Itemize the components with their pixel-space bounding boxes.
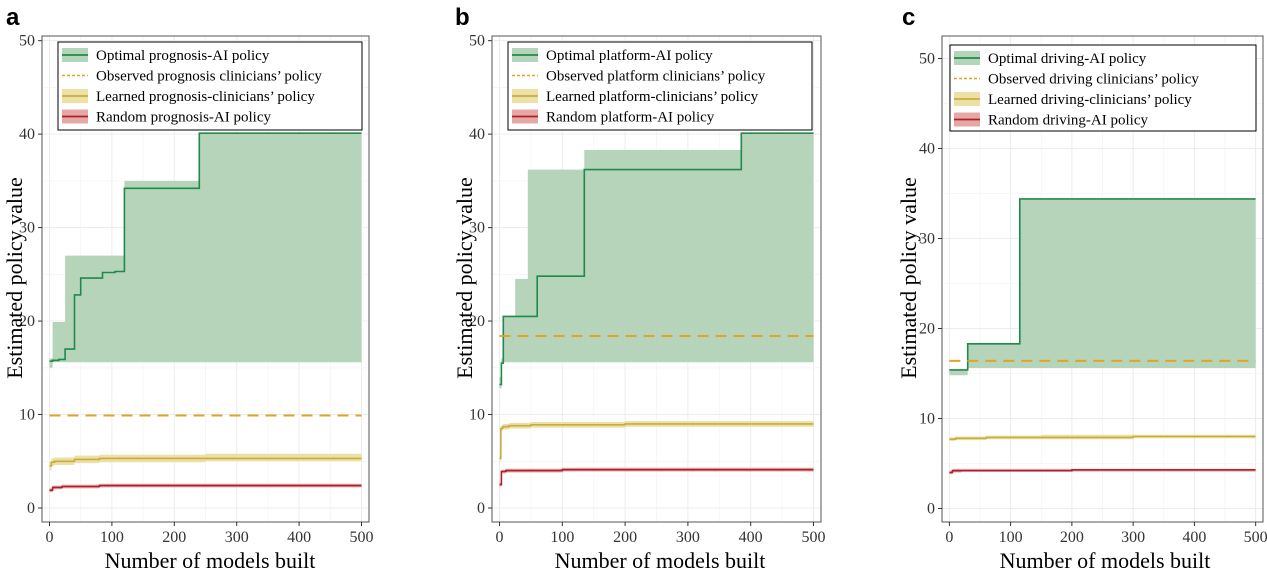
y-axis-title: Estimated policy value [452, 177, 477, 379]
y-tick-label: 0 [27, 500, 35, 517]
x-tick-label: 100 [999, 529, 1023, 546]
legend-entry: Optimal driving-AI policy [988, 51, 1147, 67]
legend-entry: Learned prognosis-clinicians’ policy [96, 89, 315, 105]
y-tick-label: 50 [919, 51, 935, 68]
series-band-0 [49, 133, 362, 368]
y-axis-title: Estimated policy value [2, 177, 27, 379]
series-line-3 [499, 468, 814, 486]
legend: Optimal platform-AI policy Observed platf… [507, 41, 813, 131]
x-tick-label: 400 [1182, 529, 1206, 546]
series-band-0 [949, 198, 1256, 376]
legend-box [949, 44, 1257, 132]
y-tick-label: 40 [19, 126, 35, 143]
y-tick-label: 20 [919, 321, 935, 338]
series-line-0 [499, 132, 814, 386]
y-tick-label: 50 [469, 33, 485, 50]
legend-entry: Random platform-AI policy [546, 110, 715, 126]
legend-entry: Learned platform-clinicians’ policy [546, 89, 759, 105]
legend-entry: Optimal platform-AI policy [546, 48, 713, 64]
chart-panel-c: c 0 100 200 300 400 500 0 10 20 30 40 50 Number of mo… [896, 4, 1267, 573]
chart-panel-b: b 0 100 200 300 400 500 0 10 20 30 40 50 Number of mo… [452, 4, 825, 573]
x-tick-label: 200 [613, 529, 637, 546]
y-tick-label: 10 [19, 407, 35, 424]
legend: Optimal prognosis-AI policy Observed prog… [57, 41, 363, 131]
series-line-2 [949, 435, 1256, 440]
y-tick-label: 50 [19, 33, 35, 50]
x-tick-label: 500 [801, 529, 825, 546]
x-axis-title: Number of models built [555, 548, 766, 573]
y-tick-label: 0 [477, 500, 485, 517]
plot-frame [491, 35, 822, 523]
legend-box [507, 41, 813, 131]
y-tick-label: 40 [919, 141, 935, 158]
panel-label: a [6, 4, 20, 31]
y-tick-label: 20 [469, 313, 485, 330]
legend-box [57, 41, 363, 131]
legend-entry: Observed driving clinicians’ policy [988, 72, 1199, 88]
x-axis-title: Number of models built [105, 548, 316, 573]
series-line-3 [49, 484, 362, 491]
x-tick-label: 200 [162, 529, 186, 546]
series-band-0 [499, 133, 814, 389]
x-tick-label: 300 [225, 529, 249, 546]
y-tick-label: 40 [469, 126, 485, 143]
x-tick-label: 0 [496, 529, 504, 546]
legend-entry: Random driving-AI policy [988, 113, 1148, 129]
legend-entry: Learned driving-clinicians’ policy [988, 92, 1192, 108]
x-tick-label: 100 [550, 529, 574, 546]
legend-entry: Random prognosis-AI policy [96, 110, 271, 126]
x-tick-label: 300 [676, 529, 700, 546]
y-tick-label: 0 [927, 501, 935, 518]
y-tick-label: 20 [19, 313, 35, 330]
legend-entry: Observed platform clinicians’ policy [546, 69, 766, 85]
x-tick-label: 0 [945, 529, 953, 546]
x-tick-label: 500 [1244, 529, 1267, 546]
legend: Optimal driving-AI policy Observed drivin… [949, 44, 1257, 132]
x-tick-label: 400 [287, 529, 311, 546]
plot-frame [941, 35, 1264, 523]
x-tick-label: 0 [45, 529, 53, 546]
y-tick-label: 30 [919, 231, 935, 248]
series-line-3 [949, 469, 1256, 474]
panel-label: b [455, 4, 470, 31]
panel-label: c [902, 4, 915, 31]
y-tick-label: 10 [469, 407, 485, 424]
legend-entry: Observed prognosis clinicians’ policy [96, 69, 322, 85]
series-line-2 [49, 457, 362, 467]
y-axis-title: Estimated policy value [896, 177, 921, 379]
y-tick-label: 10 [919, 411, 935, 428]
series-line-0 [49, 132, 362, 362]
series-line-0 [949, 198, 1256, 371]
legend-entry: Optimal prognosis-AI policy [96, 48, 270, 64]
chart-panel-a: a 0 100 200 300 400 500 0 10 20 30 40 50 Number of mo… [2, 4, 374, 573]
x-tick-label: 400 [739, 529, 763, 546]
y-tick-label: 30 [19, 220, 35, 237]
x-tick-label: 500 [350, 529, 374, 546]
x-axis-title: Number of models built [1000, 548, 1211, 573]
y-tick-label: 30 [469, 220, 485, 237]
x-tick-label: 200 [1060, 529, 1084, 546]
plot-frame [41, 35, 370, 523]
x-tick-label: 100 [100, 529, 124, 546]
series-line-2 [499, 423, 814, 460]
x-tick-label: 300 [1121, 529, 1145, 546]
